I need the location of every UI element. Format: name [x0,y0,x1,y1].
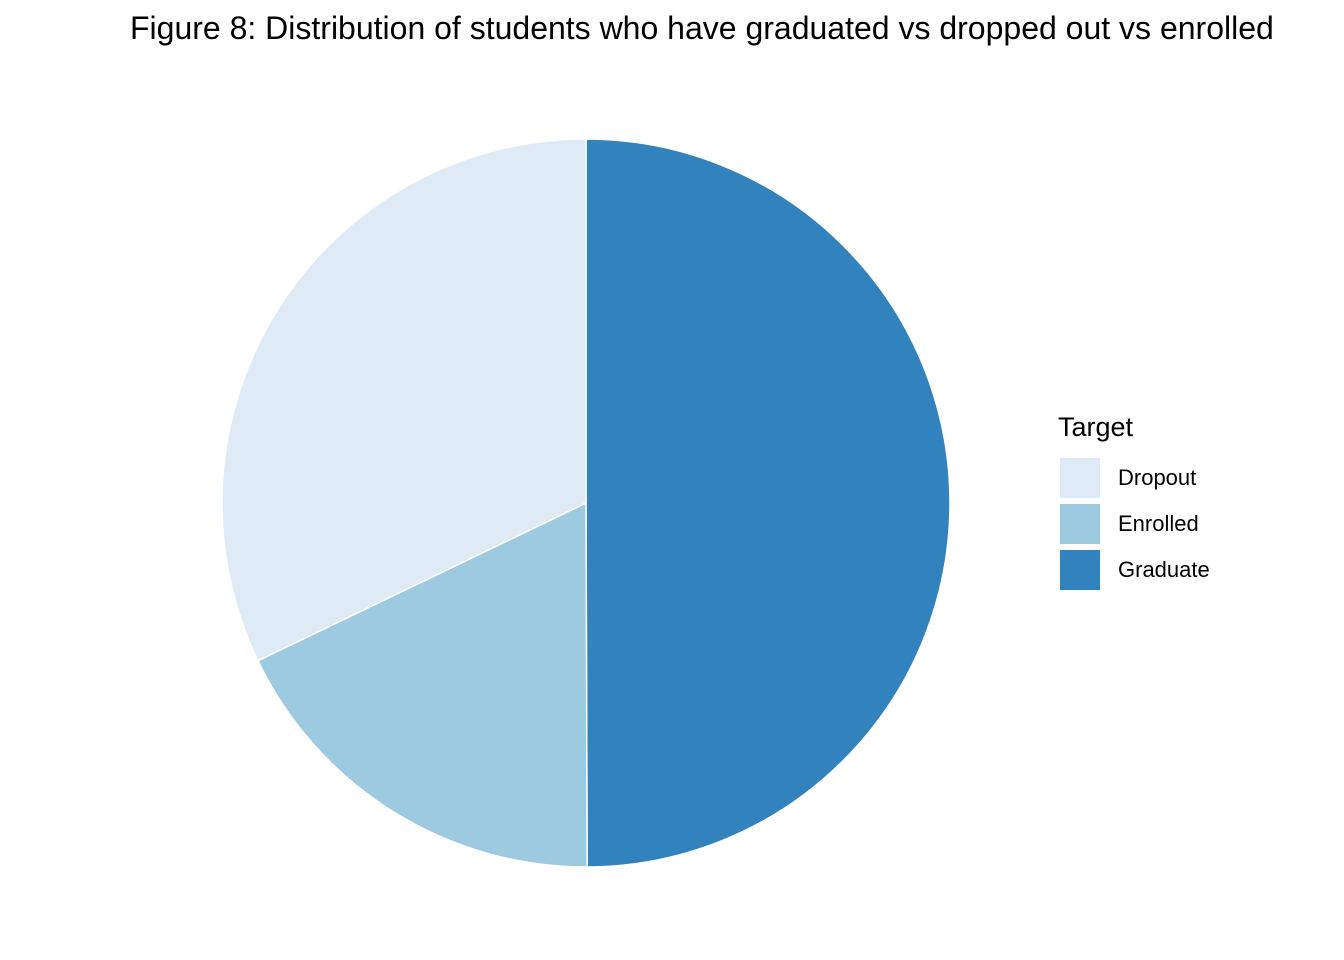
legend-swatch-dropout [1060,458,1100,498]
chart-title: Figure 8: Distribution of students who h… [130,10,1274,46]
legend-item-graduate: Graduate [1058,547,1210,593]
legend-item-enrolled: Enrolled [1058,501,1210,547]
legend-swatch-enrolled [1060,504,1100,544]
legend-label-enrolled: Enrolled [1118,511,1199,536]
legend-label-dropout: Dropout [1118,465,1197,490]
legend-item-dropout: Dropout [1058,455,1210,501]
legend-label-graduate: Graduate [1118,557,1210,582]
legend-swatch-graduate [1060,550,1100,590]
pie-slice-enrolled [256,501,588,868]
pie-slice-graduate [585,138,951,868]
legend: Target Dropout Enrolled Graduate [1058,412,1210,593]
legend-title: Target [1058,412,1134,442]
pie-slice-dropout [221,138,587,662]
